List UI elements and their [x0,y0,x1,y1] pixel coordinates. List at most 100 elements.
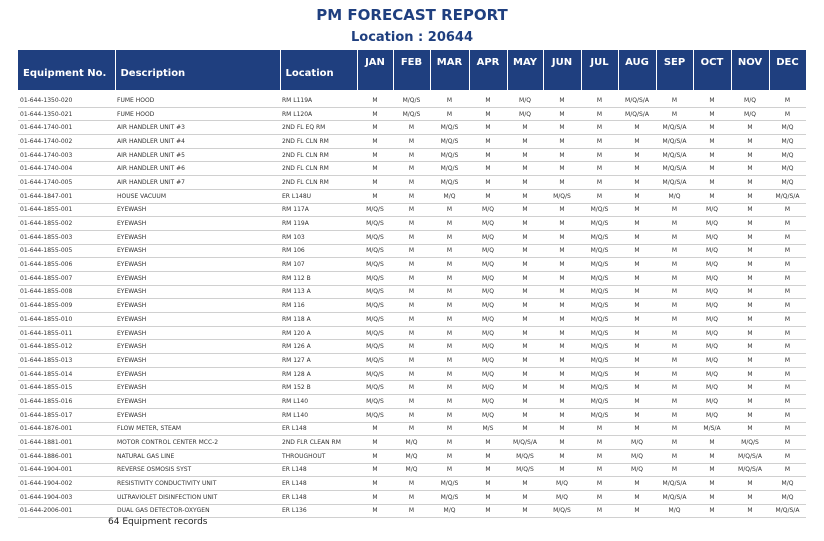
month-cell: M [731,244,769,259]
month-cell: M [469,476,507,491]
month-cell: M/Q/S [543,189,581,204]
month-cell: M [507,216,543,231]
month-cell: M/Q/S [430,490,469,505]
row-cell: 2ND FL CLN RM [280,148,357,163]
month-cell: M [507,339,543,355]
month-cell: M [618,148,656,163]
column-header: JAN [357,50,394,90]
row-cell: RM 117A [280,203,357,218]
month-cell: M/Q/S/A [656,161,693,177]
month-cell: M [769,353,806,368]
row-cell: RESISTIVITY CONDUCTIVITY UNIT [115,476,280,491]
month-cell: M [618,120,656,136]
month-cell: M/Q/S [357,367,393,382]
month-cell: M [731,298,769,313]
month-cell: M [430,312,469,327]
month-cell: M [430,271,469,286]
month-cell: M/Q [693,394,731,409]
row-cell: EYEWASH [115,285,280,300]
table-row: 01-644-1855-016 EYEWASH RM L140 M/Q/S M M M/Q M… [18,394,806,409]
month-cell: M/Q [469,257,507,272]
table-row: 01-644-1904-003 ULTRAVIOLET DISINFECTION … [18,490,806,505]
month-cell: M [581,504,618,519]
month-cell: M [543,271,581,286]
row-cell: RM 116 [280,298,357,313]
month-cell: M [618,189,656,204]
row-cell: EYEWASH [115,203,280,218]
month-cell: M/Q [769,148,806,163]
table-row: 01-644-1740-001 AIR HANDLER UNIT #3 2ND FL… [18,120,806,136]
month-cell: M/Q/S [581,367,618,382]
month-cell: M [769,463,806,478]
month-cell: M [543,285,581,300]
month-cell: M [507,367,543,382]
month-cell: M/Q [769,476,806,491]
month-cell: M [618,422,656,437]
month-cell: M [507,312,543,327]
month-cell: M/S/A [693,422,731,437]
month-cell: M [430,339,469,355]
record-count: 64 Equipment records [108,517,208,527]
row-cell: EYEWASH [115,244,280,259]
month-cell: M/Q/S [507,449,543,464]
month-cell: M [543,422,581,437]
month-cell: M [430,285,469,300]
month-cell: M [618,476,656,491]
row-cell: RM 112 B [280,271,357,286]
row-cell: 01-644-1855-016 [18,394,115,409]
month-cell: M [430,463,469,478]
month-cell: M/Q/S [357,312,393,327]
month-cell: M [769,312,806,327]
month-cell: M/Q/S [430,120,469,136]
month-cell: M [357,435,393,450]
row-cell: 01-644-1740-003 [18,148,115,163]
month-cell: M/Q [507,94,543,108]
month-cell: M [769,367,806,382]
table-row: 01-644-1847-001 HOUSE VACUUM ER L148U M M M/Q… [18,189,806,204]
month-cell: M/Q/S/A [656,120,693,136]
month-cell: M [731,394,769,409]
table-row: 01-644-1881-001 MOTOR CONTROL CENTER MCC-… [18,435,806,450]
month-cell: M [469,94,507,108]
report-location: Location : 20644 [350,30,474,45]
table-row: 01-644-1740-002 AIR HANDLER UNIT #4 2ND FL… [18,134,806,149]
month-cell: M/Q [769,161,806,177]
row-cell: 01-644-1855-014 [18,367,115,382]
month-cell: M/Q [656,504,693,519]
month-cell: M [581,490,618,505]
month-cell: M [769,298,806,313]
row-cell: ER L136 [280,504,357,519]
month-cell: M [581,189,618,204]
row-cell: 01-644-1847-001 [18,189,115,204]
month-cell: M/Q/S [357,394,393,409]
month-cell: M [693,189,731,204]
month-cell: M/Q/S [430,148,469,163]
month-cell: M [693,175,731,190]
row-cell: FUME HOOD [115,94,280,108]
month-cell: M [393,422,430,437]
month-cell: M [618,298,656,313]
month-cell: M [618,285,656,300]
month-cell: M [656,449,693,464]
table-row: 01-644-1886-001 NATURAL GAS LINE THROUGHOU… [18,449,806,464]
month-cell: M/Q/S [357,216,393,231]
month-cell: M [393,490,430,505]
month-cell: M [656,463,693,478]
row-cell: 01-644-1855-002 [18,216,115,231]
table-row: 01-644-1350-020 FUME HOOD RM L119A M M/Q/S M M… [18,94,806,108]
month-cell: M [430,203,469,218]
month-cell: M [430,94,469,108]
month-cell: M [731,476,769,491]
month-cell: M [430,435,469,450]
month-cell: M [430,244,469,259]
month-cell: M [543,339,581,355]
report-title: PM FORECAST REPORT [316,6,508,24]
month-cell: M/Q [469,230,507,245]
month-cell: M/Q [731,107,769,122]
month-cell: M/Q [430,504,469,519]
month-cell: M [507,408,543,423]
month-cell: M [393,271,430,286]
month-cell: M/Q [693,408,731,423]
month-cell: M/Q [469,244,507,259]
row-cell: NATURAL GAS LINE [115,449,280,464]
